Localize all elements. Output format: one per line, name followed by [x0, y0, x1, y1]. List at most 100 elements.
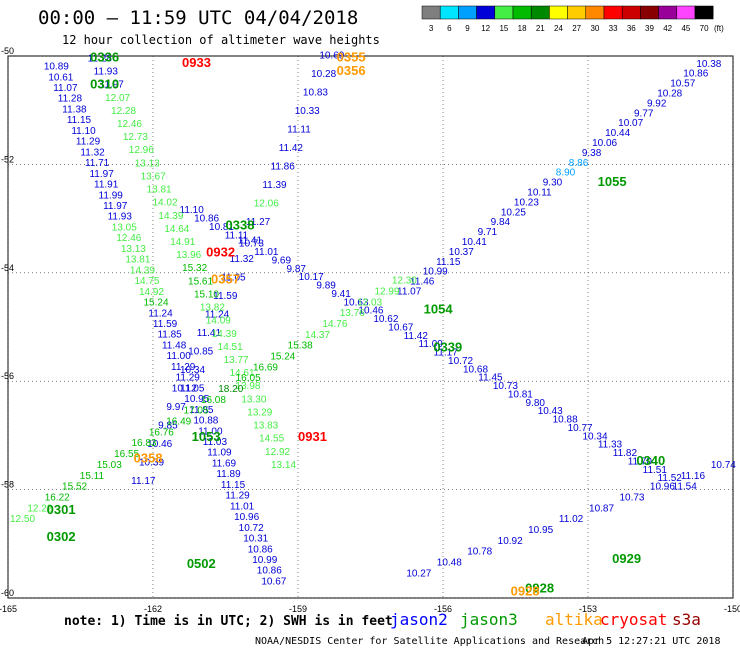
wave-height-value: 10.73	[619, 492, 644, 503]
wave-height-value: 13.67	[141, 171, 166, 182]
wave-height-value: 10.68	[463, 364, 488, 375]
wave-height-value: 10.88	[553, 415, 578, 426]
wave-height-value: 14.39	[130, 265, 155, 276]
wave-height-value: 10.62	[373, 314, 398, 325]
wave-height-value: 13.81	[147, 185, 172, 196]
wave-height-value: 10.12	[172, 384, 197, 395]
legend-label: 12	[481, 24, 490, 33]
wave-height-value: 10.61	[48, 72, 73, 83]
legend-label: 70	[700, 24, 709, 33]
wave-height-value: 11.54	[673, 482, 698, 493]
legend-label: 15	[499, 24, 508, 33]
wave-height-value: 14.37	[305, 330, 330, 341]
wave-height-value: 10.34	[180, 365, 205, 376]
wave-height-value: 11.01	[230, 501, 255, 512]
wave-height-value: 10.31	[243, 534, 268, 545]
wave-height-value: 10.28	[311, 69, 336, 80]
wave-height-value: 11.42	[279, 143, 304, 154]
wave-height-value: 10.96	[234, 512, 259, 523]
wave-height-value: 16.76	[149, 427, 174, 438]
wave-height-value: 11.27	[246, 217, 271, 228]
wave-height-value: 11.29	[176, 373, 201, 384]
x-tick-label: -162	[144, 604, 162, 614]
legend-label: 36	[627, 24, 636, 33]
wave-height-value: 10.83	[303, 88, 328, 99]
wave-height-value: 10.25	[501, 207, 526, 218]
satellite-label: s3a	[672, 610, 701, 629]
legend-swatch	[458, 5, 477, 20]
wave-height-value: 11.89	[216, 469, 241, 480]
wave-height-value: 14.51	[218, 342, 243, 353]
wave-height-value: 9.38	[582, 148, 602, 159]
wave-height-value: 12.46	[116, 233, 141, 244]
wave-height-value: 9.71	[478, 227, 498, 238]
footnote: note: 1) Time is in UTC; 2) SWH is in fe…	[64, 614, 393, 629]
legend-swatch	[603, 5, 623, 20]
y-tick-label: -50	[1, 46, 14, 56]
legend-label: 21	[536, 24, 545, 33]
satellite-label: cryosat	[600, 610, 667, 629]
wave-height-value: 12.06	[254, 199, 279, 210]
wave-height-value: 11.11	[225, 230, 249, 241]
wave-height-value: 10.86	[257, 566, 282, 577]
wave-height-value: 11.24	[205, 310, 230, 321]
wave-height-value: 11.09	[207, 448, 232, 459]
wave-height-value: 9.41	[331, 289, 351, 300]
wave-height-value: 16.08	[201, 395, 226, 406]
wave-height-value: 11.15	[67, 115, 92, 126]
wave-height-value: 11.70	[628, 456, 653, 467]
wave-height-value: 11.17	[433, 348, 458, 359]
wave-height-value: 11.15	[436, 257, 461, 268]
legend-swatch	[621, 5, 641, 20]
wave-height-value: 10.78	[467, 547, 492, 558]
wave-height-value: 11.52	[658, 473, 683, 484]
satellite-label: jason2	[390, 610, 448, 629]
wave-height-value: 11.03	[203, 437, 228, 448]
credit-line: NOAA/NESDIS Center for Satellite Applica…	[255, 636, 604, 647]
wave-height-value: 11.00	[198, 426, 223, 437]
wave-height-value: 11.97	[89, 169, 114, 180]
wave-height-value: 13.77	[224, 355, 249, 366]
wave-height-value: 9.89	[316, 281, 336, 292]
legend-label: 18	[518, 24, 527, 33]
wave-height-value: 12.46	[117, 119, 142, 130]
wave-height-value: 9.77	[634, 108, 654, 119]
generated-timestamp: Apr 5 12:27:21 UTC 2018	[582, 636, 720, 647]
wave-height-value: 10.33	[295, 106, 320, 117]
legend-swatch	[439, 5, 459, 20]
legend-swatch	[640, 5, 659, 20]
wave-height-value: 11.93	[108, 212, 133, 223]
legend-swatch	[421, 5, 441, 20]
wave-height-value: 14.91	[170, 237, 195, 248]
wave-height-value: 10.88	[193, 416, 218, 427]
legend-label: 24	[554, 24, 563, 33]
wave-height-value: 18.20	[218, 384, 243, 395]
wave-height-value: 11.32	[230, 254, 255, 265]
wave-height-value: 8.90	[556, 168, 576, 179]
wave-height-value: 13.30	[241, 394, 266, 405]
wave-height-value: 10.74	[711, 460, 736, 471]
wave-height-value: 11.97	[100, 80, 125, 91]
pass-time-label: 1054	[424, 301, 454, 316]
legend-swatch	[476, 5, 496, 20]
wave-height-value: 13.81	[125, 255, 150, 266]
pass-time-label: 0355	[337, 49, 366, 64]
y-tick-label: -60	[1, 588, 14, 598]
wave-height-value: 10.67	[388, 322, 413, 333]
satellite-label: altika	[545, 610, 603, 629]
wave-height-value: 11.93	[94, 67, 119, 78]
wave-height-value: 14.75	[134, 276, 159, 287]
wave-height-value: 10.46	[358, 306, 383, 317]
legend-swatch	[694, 5, 714, 20]
wave-height-value: 10.46	[147, 439, 172, 450]
wave-height-value: 9.30	[543, 178, 563, 189]
wave-height-value: 11.86	[271, 162, 296, 173]
y-tick-label: -58	[1, 480, 14, 490]
wave-height-value: 11.45	[478, 373, 503, 384]
y-tick-label: -54	[1, 263, 14, 273]
wave-height-value: 13.76	[340, 308, 365, 319]
wave-height-value: 12.03	[357, 297, 382, 308]
wave-height-value: 12.96	[129, 145, 154, 156]
wave-height-value: 14.92	[139, 287, 164, 298]
